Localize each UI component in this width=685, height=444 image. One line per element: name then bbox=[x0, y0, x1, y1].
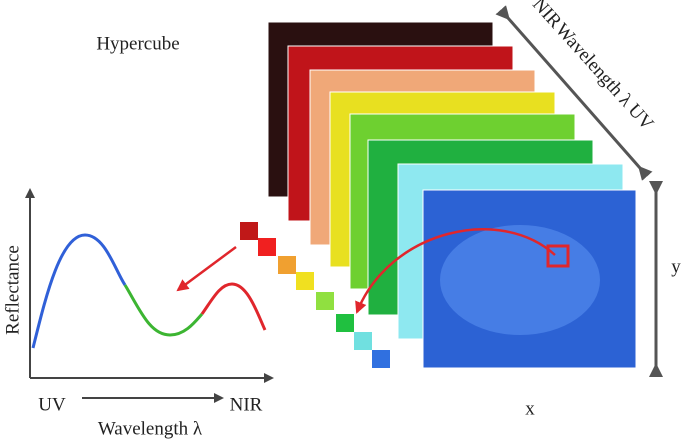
y-label: y bbox=[671, 256, 681, 277]
spectrum-plot: Reflectance UV NIR Wavelength λ bbox=[2, 188, 274, 439]
x-start-label: UV bbox=[38, 394, 66, 415]
x-axis-label: Wavelength λ bbox=[98, 418, 203, 439]
hypercube bbox=[267, 21, 637, 369]
uv-label: UV bbox=[624, 100, 658, 135]
x-end-label: NIR bbox=[230, 394, 263, 415]
x-label: x bbox=[525, 398, 535, 419]
title: Hypercube bbox=[96, 33, 179, 54]
pixel-box bbox=[546, 244, 570, 268]
nir-curve bbox=[200, 282, 267, 331]
uv-curve bbox=[31, 233, 127, 349]
arrow bbox=[176, 245, 237, 292]
pixel-spectrum bbox=[240, 222, 390, 368]
y-axis-label: Reflectance bbox=[2, 245, 23, 335]
arrow bbox=[355, 228, 556, 314]
wavelength-label: Wavelength λ bbox=[551, 19, 637, 111]
visible-curve bbox=[123, 284, 204, 337]
